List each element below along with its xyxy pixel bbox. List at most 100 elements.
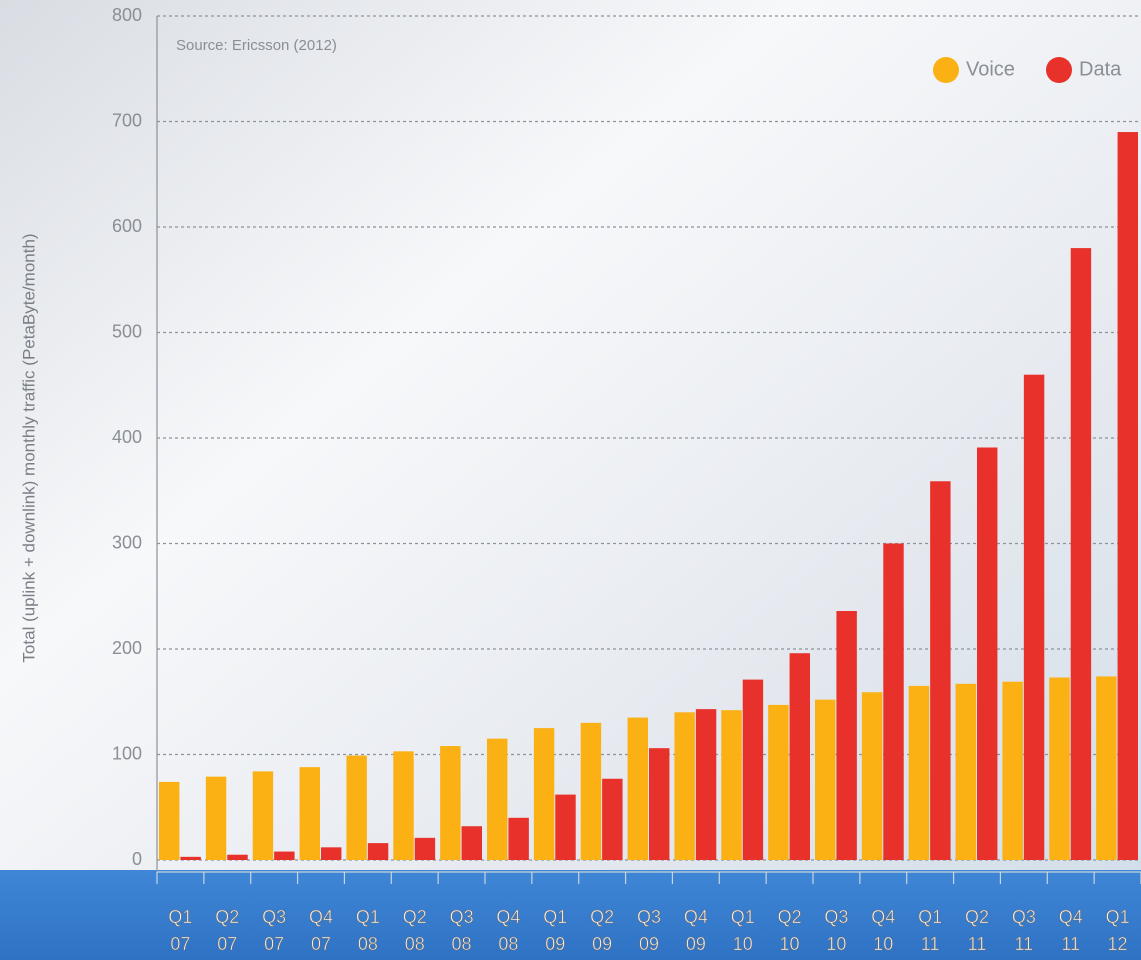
bar xyxy=(534,728,554,860)
bar xyxy=(628,718,648,860)
source-note: Source: Ericsson (2012) xyxy=(176,37,337,54)
bar xyxy=(930,481,950,860)
y-tick-label: 100 xyxy=(112,743,142,763)
bar xyxy=(649,748,669,860)
x-tick-label-line: Q4 xyxy=(309,907,333,927)
x-tick-label-line: 09 xyxy=(592,934,612,954)
bar xyxy=(346,756,366,860)
x-tick-label-line: Q2 xyxy=(778,907,802,927)
bar xyxy=(977,447,997,860)
x-tick-label-line: 09 xyxy=(686,934,706,954)
bar xyxy=(696,709,716,860)
bar xyxy=(487,739,507,860)
x-tick-label-line: 11 xyxy=(968,934,987,954)
bar xyxy=(227,855,247,860)
x-tick-label-line: Q4 xyxy=(684,907,708,927)
legend-label: Voice xyxy=(966,58,1015,80)
x-tick-label-line: 11 xyxy=(921,934,940,954)
y-tick-label: 400 xyxy=(112,427,142,447)
x-tick-label-line: Q4 xyxy=(1059,907,1083,927)
legend-label: Data xyxy=(1079,58,1122,80)
x-tick-label-line: 10 xyxy=(733,934,753,954)
bar xyxy=(508,818,528,860)
legend-swatch xyxy=(933,57,959,83)
bar xyxy=(743,680,763,860)
bar xyxy=(321,847,341,860)
x-tick-label-line: Q1 xyxy=(356,907,380,927)
bar xyxy=(159,782,179,860)
x-tick-label-line: Q1 xyxy=(168,907,192,927)
x-tick-label-line: Q4 xyxy=(496,907,520,927)
x-tick-label-line: 12 xyxy=(1108,934,1128,954)
y-tick-label: 300 xyxy=(112,532,142,552)
x-tick-label-line: 07 xyxy=(311,934,331,954)
bar xyxy=(790,653,810,860)
x-tick-label-line: 07 xyxy=(170,934,190,954)
x-tick-label-line: Q3 xyxy=(824,907,848,927)
bar xyxy=(253,771,273,860)
y-tick-label: 600 xyxy=(112,216,142,236)
x-tick-label-line: Q3 xyxy=(1012,907,1036,927)
x-tick-label-line: 08 xyxy=(452,934,472,954)
legend-swatch xyxy=(1046,57,1072,83)
x-tick-label-line: 09 xyxy=(545,934,565,954)
y-tick-label: 800 xyxy=(112,5,142,25)
x-tick-label-line: 11 xyxy=(1015,934,1034,954)
x-tick-label-line: 10 xyxy=(873,934,893,954)
x-tick-label-line: 10 xyxy=(826,934,846,954)
bar xyxy=(180,857,200,860)
x-tick-label-line: 10 xyxy=(780,934,800,954)
bar xyxy=(768,705,788,860)
bar xyxy=(1096,676,1116,860)
x-tick-label-line: 08 xyxy=(498,934,518,954)
x-tick-label-line: 07 xyxy=(264,934,284,954)
bar xyxy=(368,843,388,860)
y-axis-label: Total (uplink + downlink) monthly traffi… xyxy=(19,233,38,662)
x-tick-label-line: Q3 xyxy=(262,907,286,927)
bar xyxy=(815,700,835,860)
bar xyxy=(555,795,575,860)
x-tick-label-line: Q4 xyxy=(871,907,895,927)
x-tick-label-line: Q1 xyxy=(918,907,942,927)
bar xyxy=(1071,248,1091,860)
y-tick-label: 0 xyxy=(132,849,142,869)
x-tick-label-line: 11 xyxy=(1061,934,1080,954)
bar xyxy=(1002,682,1022,860)
bar xyxy=(909,686,929,860)
y-tick-label: 700 xyxy=(112,110,142,130)
bar xyxy=(415,838,435,860)
x-tick-label-line: 07 xyxy=(217,934,237,954)
bar xyxy=(602,779,622,860)
x-tick-label-line: 09 xyxy=(639,934,659,954)
x-tick-label-line: Q1 xyxy=(543,907,567,927)
bar xyxy=(883,544,903,861)
chart: Source: Ericsson (2012) Total (uplink + … xyxy=(0,0,1141,960)
bar xyxy=(581,723,601,860)
x-tick-label-line: Q2 xyxy=(215,907,239,927)
bar xyxy=(1049,677,1069,860)
bar xyxy=(440,746,460,860)
bar xyxy=(274,852,294,860)
bar xyxy=(721,710,741,860)
x-tick-label-line: 08 xyxy=(358,934,378,954)
x-tick-label-line: Q2 xyxy=(403,907,427,927)
x-tick-label-line: Q2 xyxy=(965,907,989,927)
bar xyxy=(300,767,320,860)
bar xyxy=(862,692,882,860)
bar xyxy=(836,611,856,860)
x-tick-label-line: Q3 xyxy=(450,907,474,927)
x-tick-label-line: Q3 xyxy=(637,907,661,927)
x-tick-label-line: Q1 xyxy=(1106,907,1130,927)
x-tick-label-line: Q2 xyxy=(590,907,614,927)
bar xyxy=(674,712,694,860)
bar xyxy=(956,684,976,860)
bar xyxy=(206,777,226,860)
bar xyxy=(1024,375,1044,860)
bar xyxy=(462,826,482,860)
x-tick-label-line: 08 xyxy=(405,934,425,954)
y-tick-label: 200 xyxy=(112,638,142,658)
x-tick-label-line: Q1 xyxy=(731,907,755,927)
bar xyxy=(1118,132,1138,860)
y-tick-label: 500 xyxy=(112,321,142,341)
bar xyxy=(393,751,413,860)
